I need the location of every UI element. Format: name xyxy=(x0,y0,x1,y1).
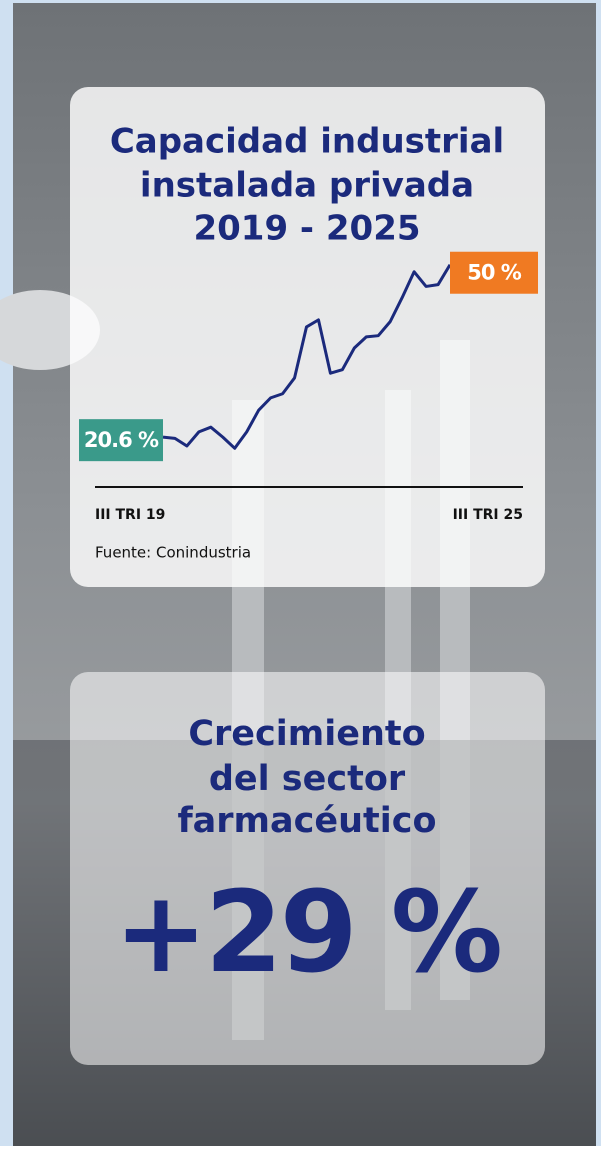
chart-title: Capacidad industrial instalada privada 2… xyxy=(110,122,504,249)
highlight-value: +29 % xyxy=(114,868,500,998)
x-tick-label: III TRI 25 xyxy=(453,507,523,523)
title-line: 2019 - 2025 xyxy=(193,209,420,249)
value-label: 50 % xyxy=(467,261,522,285)
highlight-title-line: farmacéutico xyxy=(177,801,436,841)
source: Fuente: Conindustria xyxy=(95,544,251,562)
value-label: 20.6 % xyxy=(84,428,159,452)
title-line: Capacidad industrial xyxy=(110,122,504,162)
highlight-title: Crecimiento del sector farmacéutico xyxy=(177,714,436,841)
title-line: instalada privada xyxy=(140,166,474,206)
highlight-title-line: del sector xyxy=(209,759,406,799)
line xyxy=(162,263,452,450)
value-label-box xyxy=(79,419,163,462)
highlight-card xyxy=(70,672,545,1065)
highlight-title-line: Crecimiento xyxy=(188,714,425,754)
x-tick-label: III TRI 19 xyxy=(95,507,165,523)
value-label-box xyxy=(450,251,538,294)
chart-card xyxy=(70,87,545,587)
